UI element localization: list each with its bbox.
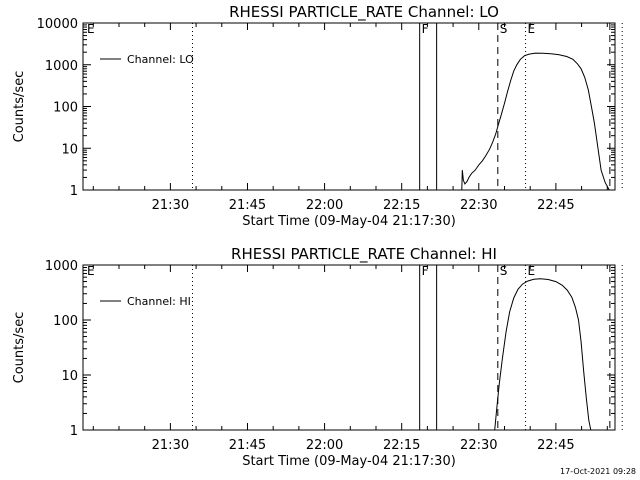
x-tick-label: 21:30	[152, 198, 189, 213]
x-tick-label: 21:45	[229, 198, 266, 213]
marker-label: E	[87, 22, 95, 36]
lo-channel-panel: RHESSI PARTICLE_RATE Channel: LO Start Ti…	[12, 3, 623, 229]
x-tick-label: 22:45	[537, 438, 574, 453]
series-line	[494, 278, 592, 431]
x-axis-label: Start Time (09-May-04 21:17:30)	[242, 214, 456, 229]
x-tick-label: 22:30	[460, 438, 497, 453]
chart-title: RHESSI PARTICLE_RATE Channel: HI	[231, 245, 497, 264]
hi-channel-panel: RHESSI PARTICLE_RATE Channel: HI Start Ti…	[12, 245, 623, 469]
x-tick-label: 21:45	[229, 438, 266, 453]
y-tick-label: 10	[61, 369, 78, 384]
legend-label: Channel: HI	[127, 295, 191, 308]
series-line	[461, 52, 610, 191]
plot-frame	[82, 22, 616, 191]
y-tick-label: 100	[53, 101, 78, 116]
timestamp: 17-Oct-2021 09:28	[560, 467, 636, 476]
legend-label: Channel: LO	[127, 53, 194, 66]
x-tick-label: 22:45	[537, 198, 574, 213]
y-tick-label: 1000	[45, 59, 78, 74]
x-tick-label: 22:30	[460, 198, 497, 213]
y-axis-label: Counts/sec	[12, 71, 27, 143]
x-tick-label: 22:00	[306, 438, 343, 453]
marker-label: E	[528, 22, 536, 36]
y-tick-label: 1	[70, 424, 78, 439]
y-tick-label: 1	[70, 184, 78, 199]
x-tick-label: 22:15	[383, 438, 420, 453]
marker-label: E	[528, 264, 536, 278]
marker-label: E	[87, 264, 95, 278]
marker-label: S	[500, 264, 508, 278]
x-tick-label: 22:00	[306, 198, 343, 213]
y-tick-label: 1000	[45, 259, 78, 274]
chart-title: RHESSI PARTICLE_RATE Channel: LO	[229, 3, 499, 22]
marker-label: F	[422, 264, 429, 278]
y-tick-label: 10000	[37, 17, 78, 32]
marker-label: S	[500, 22, 508, 36]
x-axis-label: Start Time (09-May-04 21:17:30)	[242, 454, 456, 469]
plot-frame	[82, 264, 616, 431]
y-tick-label: 10	[61, 142, 78, 157]
y-axis-label: Counts/sec	[12, 312, 27, 384]
x-tick-label: 21:30	[152, 438, 189, 453]
marker-label: F	[422, 22, 429, 36]
x-tick-label: 22:15	[383, 198, 420, 213]
y-tick-label: 100	[53, 314, 78, 329]
